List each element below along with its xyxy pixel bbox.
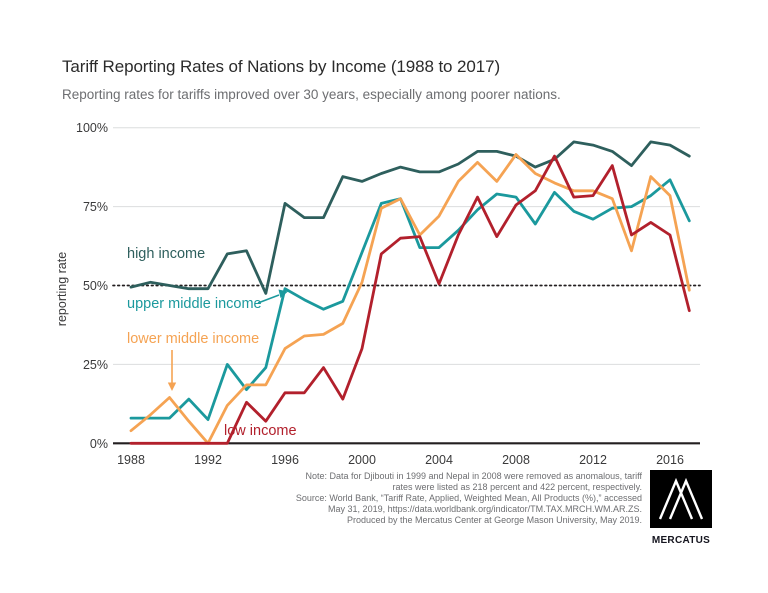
x-tick-1996: 1996 xyxy=(271,453,299,467)
footnotes: Note: Data for Djibouti in 1999 and Nepa… xyxy=(102,471,642,526)
x-tick-2012: 2012 xyxy=(579,453,607,467)
y-tick-50%: 50% xyxy=(83,279,108,293)
mercatus-logo-mark xyxy=(650,470,712,528)
footnote-line: Note: Data for Djibouti in 1999 and Nepa… xyxy=(305,471,642,481)
annotation-arrows xyxy=(167,289,288,391)
y-tick-25%: 25% xyxy=(83,358,108,372)
mercatus-logo: MERCATUS xyxy=(650,470,712,546)
x-tick-2008: 2008 xyxy=(502,453,530,467)
y-tick-0%: 0% xyxy=(90,437,108,451)
line-low-income xyxy=(129,154,691,445)
x-tick-1992: 1992 xyxy=(194,453,222,467)
line-upper-middle-income xyxy=(129,178,691,422)
x-tick-2000: 2000 xyxy=(348,453,376,467)
y-tick-75%: 75% xyxy=(83,200,108,214)
lower-middle-arrowhead xyxy=(167,382,177,391)
y-tick-100%: 100% xyxy=(76,121,108,135)
page-title: Tariff Reporting Rates of Nations by Inc… xyxy=(62,57,501,76)
x-tick-1988: 1988 xyxy=(117,453,145,467)
page-subtitle: Reporting rates for tariffs improved ove… xyxy=(62,87,561,102)
label-lower-middle-income: lower middle income xyxy=(127,331,260,347)
footnote-line: Produced by the Mercatus Center at Georg… xyxy=(347,515,642,525)
line-high-income xyxy=(129,140,691,295)
footnote-line: rates were listed as 218 percent and 422… xyxy=(392,482,642,492)
chart-generated: 0% 25% 50% 75% 100% reporting rate 1988 1992 199… xyxy=(55,121,701,467)
label-upper-middle-income: upper middle income xyxy=(127,296,262,312)
x-tick-2004: 2004 xyxy=(425,453,453,467)
label-low-income: low income xyxy=(224,423,297,439)
footnote-line: May 31, 2019, https://data.worldbank.org… xyxy=(328,504,642,514)
x-tick-2016: 2016 xyxy=(656,453,684,467)
footnote-line: Source: World Bank, “Tariff Rate, Applie… xyxy=(295,493,642,503)
upper-middle-arrowhead xyxy=(278,289,288,298)
y-axis-title: reporting rate xyxy=(55,252,69,326)
mercatus-logo-text: MERCATUS xyxy=(651,535,711,546)
upper-middle-arrow xyxy=(257,294,280,304)
label-high-income: high income xyxy=(127,246,206,262)
